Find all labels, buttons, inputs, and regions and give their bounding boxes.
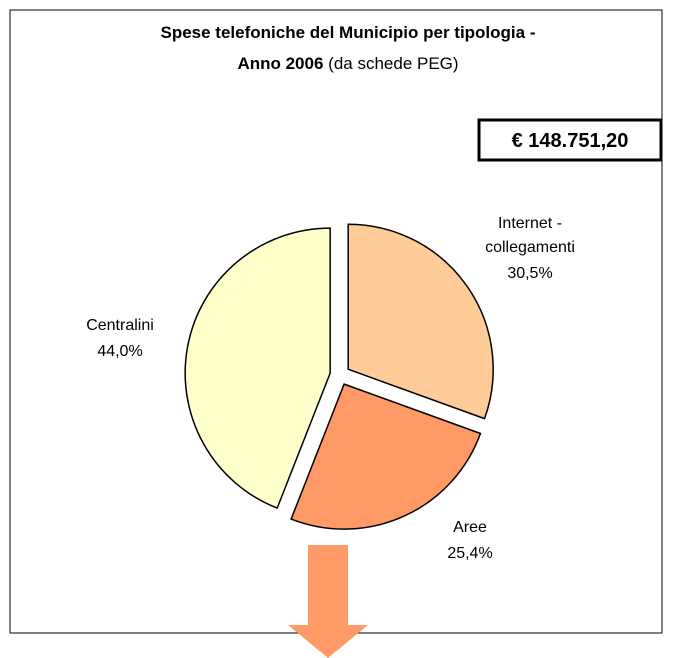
total-label: € 148.751,20 (512, 130, 629, 152)
total-box (477, 118, 663, 162)
slice-label-line: collegamenti (485, 239, 575, 256)
pie-slice (347, 223, 494, 420)
chart-title: Spese telefoniche del Municipio per tipo… (161, 23, 536, 42)
chart-title: Anno 2006 (237, 54, 323, 73)
slice-label: Internet - collegamenti (485, 215, 575, 256)
slice-value-label: 44,0% (97, 343, 142, 360)
slice-label: Centralini (86, 317, 154, 334)
slice-label: Aree (453, 519, 487, 536)
arrow (288, 545, 368, 658)
chart-subtitle: (da schede PEG) (328, 54, 458, 73)
pie-slice (290, 383, 482, 530)
chart-title-line: Anno 2006 (da schede PEG) (237, 54, 458, 73)
slice-value-label: 30,5% (507, 265, 552, 282)
slice-label-line: Internet - (498, 215, 562, 232)
slice-value-label: 25,4% (447, 545, 492, 562)
pie: Internet - collegamenti 30,5% Aree 25,4% Cent… (86, 215, 575, 562)
pie-slice (184, 227, 331, 510)
